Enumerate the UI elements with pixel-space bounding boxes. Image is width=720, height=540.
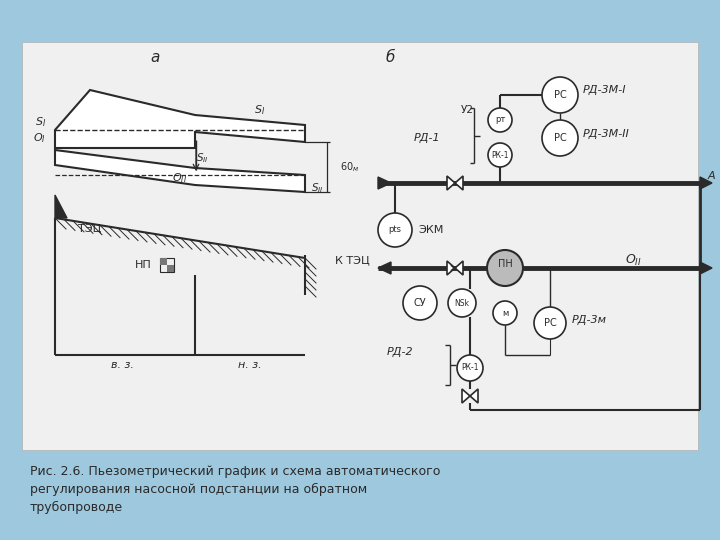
Text: РС: РС bbox=[554, 133, 567, 143]
Text: РС: РС bbox=[554, 90, 567, 100]
Text: РС: РС bbox=[544, 318, 557, 328]
Text: РД-3М-II: РД-3М-II bbox=[583, 129, 630, 139]
Text: а: а bbox=[150, 51, 160, 65]
Text: РД-3М-I: РД-3М-I bbox=[583, 85, 626, 95]
Text: $O_I$: $O_I$ bbox=[33, 131, 46, 145]
Text: $O_{II}$: $O_{II}$ bbox=[172, 171, 187, 185]
Polygon shape bbox=[447, 176, 463, 190]
Text: РД-3м: РД-3м bbox=[572, 315, 607, 325]
Text: РК-1: РК-1 bbox=[491, 151, 509, 159]
Text: ТЭЦ: ТЭЦ bbox=[78, 223, 102, 233]
Text: $60_{м}$: $60_{м}$ bbox=[340, 160, 359, 174]
Text: м: м bbox=[502, 308, 508, 318]
Circle shape bbox=[378, 213, 412, 247]
Text: ЭКМ: ЭКМ bbox=[418, 225, 444, 235]
Text: Рис. 2.6. Пьезометрический график и схема автоматического
регулирования насосной: Рис. 2.6. Пьезометрический график и схем… bbox=[30, 465, 441, 514]
Text: У2: У2 bbox=[461, 105, 474, 115]
Text: н. з.: н. з. bbox=[238, 360, 262, 370]
Text: ПН: ПН bbox=[498, 259, 513, 269]
Circle shape bbox=[448, 289, 476, 317]
Text: РД-1: РД-1 bbox=[413, 133, 440, 143]
Polygon shape bbox=[378, 177, 391, 189]
Text: $S_I$: $S_I$ bbox=[35, 115, 46, 129]
Text: $S_{II}$: $S_{II}$ bbox=[196, 151, 209, 165]
Text: б: б bbox=[385, 51, 395, 65]
FancyBboxPatch shape bbox=[22, 42, 698, 450]
Text: $O_{II}$: $O_{II}$ bbox=[625, 252, 642, 267]
Text: А: А bbox=[708, 171, 716, 181]
FancyBboxPatch shape bbox=[167, 265, 174, 272]
Circle shape bbox=[488, 108, 512, 132]
Circle shape bbox=[493, 301, 517, 325]
Text: рт: рт bbox=[495, 116, 505, 125]
Polygon shape bbox=[55, 195, 67, 218]
Circle shape bbox=[542, 77, 578, 113]
Polygon shape bbox=[55, 90, 305, 148]
Text: рts: рts bbox=[389, 226, 402, 234]
Text: в. з.: в. з. bbox=[111, 360, 133, 370]
Circle shape bbox=[403, 286, 437, 320]
Circle shape bbox=[534, 307, 566, 339]
Text: NSk: NSk bbox=[454, 299, 469, 307]
Polygon shape bbox=[700, 262, 712, 274]
Polygon shape bbox=[55, 150, 305, 192]
Text: СУ: СУ bbox=[413, 298, 426, 308]
Text: НП: НП bbox=[135, 260, 152, 270]
FancyBboxPatch shape bbox=[160, 258, 167, 265]
Polygon shape bbox=[378, 262, 391, 274]
Polygon shape bbox=[700, 177, 712, 189]
Text: $S_{II}$: $S_{II}$ bbox=[311, 181, 324, 195]
Circle shape bbox=[487, 250, 523, 286]
Text: К ТЭЦ: К ТЭЦ bbox=[336, 255, 370, 265]
Text: РК-1: РК-1 bbox=[462, 363, 479, 373]
Polygon shape bbox=[462, 389, 478, 403]
Circle shape bbox=[488, 143, 512, 167]
Circle shape bbox=[457, 355, 483, 381]
Text: РД-2: РД-2 bbox=[387, 347, 413, 357]
Circle shape bbox=[542, 120, 578, 156]
Polygon shape bbox=[447, 261, 463, 275]
Text: $S_I$: $S_I$ bbox=[254, 103, 266, 117]
